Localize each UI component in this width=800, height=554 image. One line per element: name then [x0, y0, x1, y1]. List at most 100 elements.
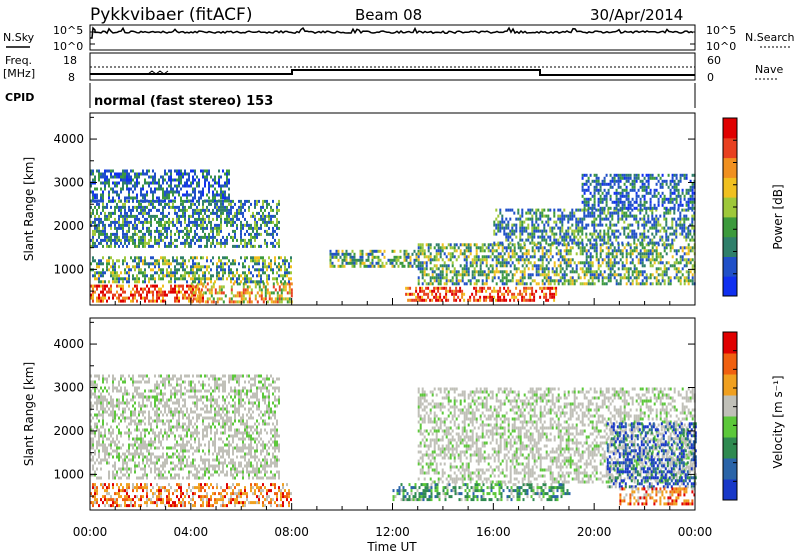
data-cell [108, 193, 110, 197]
data-cell [679, 203, 682, 207]
data-cell [515, 226, 518, 230]
data-cell [519, 226, 522, 230]
data-cell [623, 176, 626, 180]
data-cell [633, 267, 636, 271]
data-cell [202, 293, 204, 297]
data-cell [419, 298, 422, 302]
data-cell [182, 241, 184, 245]
data-cell [619, 179, 622, 183]
data-cell [184, 169, 186, 173]
data-cell [515, 267, 518, 271]
data-cell [369, 261, 372, 265]
data-cell [194, 486, 196, 490]
data-cell [679, 214, 682, 218]
data-cell [160, 256, 162, 260]
data-cell [647, 249, 650, 253]
data-cell [545, 258, 548, 262]
data-cell [661, 276, 664, 280]
data-cell [142, 226, 144, 230]
data-cell [547, 214, 550, 218]
data-cell [162, 217, 164, 221]
data-cell [132, 178, 134, 182]
data-cell [669, 243, 672, 247]
data-cell [593, 197, 596, 201]
data-cell [110, 498, 112, 502]
data-cell [180, 483, 182, 487]
data-cell [282, 297, 285, 301]
data-cell [186, 184, 188, 188]
data-cell [681, 208, 684, 212]
data-cell [154, 259, 156, 263]
data-cell [170, 184, 172, 188]
data-cell [180, 175, 182, 179]
data-cell [641, 258, 644, 262]
data-cell [501, 264, 504, 268]
data-cell [210, 226, 212, 230]
data-cell [158, 262, 160, 266]
data-cell [184, 181, 186, 185]
data-cell [601, 182, 604, 186]
data-cell [168, 184, 170, 188]
data-cell [637, 282, 640, 286]
data-cell [104, 169, 106, 173]
data-cell [669, 188, 672, 192]
data-cell [675, 273, 678, 277]
data-cell [120, 287, 122, 291]
data-cell [663, 267, 666, 271]
data-cell [144, 259, 146, 263]
data-cell [122, 489, 124, 493]
data-cell [266, 265, 268, 269]
data-cell [543, 292, 546, 296]
data-cell [669, 246, 672, 250]
data-cell [286, 282, 289, 286]
data-cell [351, 261, 354, 265]
data-cell [549, 208, 552, 212]
data-cell [190, 181, 192, 185]
data-cell [276, 282, 279, 286]
data-cell [565, 261, 568, 265]
data-cell [192, 274, 194, 278]
data-cell [677, 182, 680, 186]
data-cell [148, 211, 150, 215]
data-cell [651, 232, 654, 236]
data-cell [677, 267, 680, 271]
data-cell [533, 261, 536, 265]
data-cell [250, 241, 252, 245]
data-cell [244, 199, 246, 203]
data-cell [166, 220, 168, 224]
data-cell [92, 299, 94, 303]
data-cell [164, 193, 166, 197]
data-cell [176, 184, 178, 188]
data-cell [583, 211, 586, 215]
data-cell [112, 211, 114, 215]
data-cell [647, 243, 650, 247]
data-cell [601, 238, 604, 242]
data-cell [445, 267, 448, 271]
data-cell [136, 175, 138, 179]
data-cell [657, 261, 660, 265]
data-cell [545, 276, 548, 280]
data-cell [90, 223, 92, 227]
data-cell [617, 282, 620, 286]
data-cell [190, 226, 192, 230]
data-cell [479, 264, 482, 268]
data-cell [180, 274, 182, 278]
data-cell [605, 232, 608, 236]
data-cell [691, 185, 694, 189]
data-cell [144, 238, 146, 242]
data-cell [168, 501, 170, 505]
data-cell [136, 280, 138, 284]
data-cell [202, 256, 204, 260]
data-cell [591, 246, 594, 250]
data-cell [539, 264, 542, 268]
data-cell [521, 211, 524, 215]
data-cell [154, 199, 156, 203]
data-cell [240, 208, 242, 212]
data-cell [575, 223, 578, 227]
data-cell [453, 243, 456, 247]
data-cell [138, 504, 140, 508]
data-cell [549, 295, 552, 299]
data-cell [453, 270, 456, 274]
data-cell [499, 208, 502, 212]
data-cell [581, 173, 584, 177]
